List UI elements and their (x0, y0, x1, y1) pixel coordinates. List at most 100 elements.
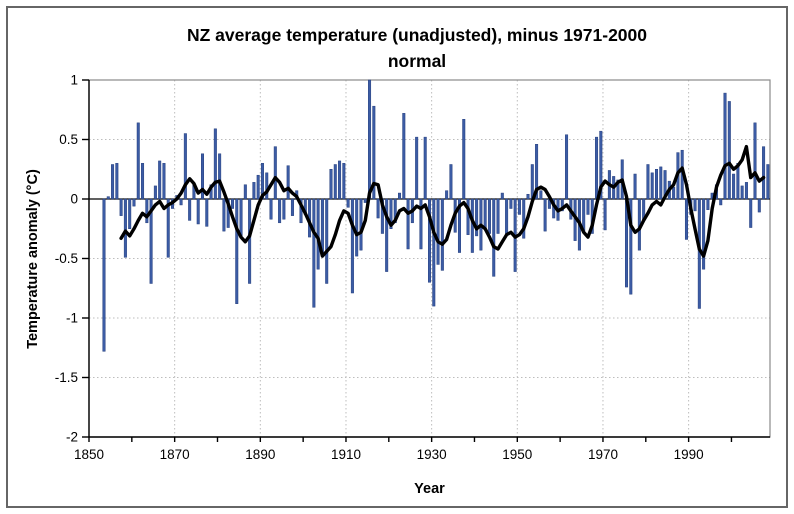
chart-title: NZ average temperature (unadjusted), min… (97, 22, 737, 74)
anomaly-bar (706, 198, 710, 210)
anomaly-bar (723, 92, 727, 200)
anomaly-bar (616, 179, 620, 200)
anomaly-bar (132, 198, 136, 207)
anomaly-bar (218, 153, 222, 200)
anomaly-bar (376, 198, 380, 219)
anomaly-bar (509, 198, 513, 209)
anomaly-bar (539, 190, 543, 200)
anomaly-bar (719, 198, 723, 206)
anomaly-bar (659, 166, 663, 200)
anomaly-bar (406, 198, 410, 250)
anomaly-bar (282, 198, 286, 220)
x-tick-label: 1950 (502, 447, 532, 462)
anomaly-bar (329, 169, 333, 200)
anomaly-bar (655, 169, 658, 200)
anomaly-bar (256, 174, 260, 200)
anomaly-bar (149, 198, 153, 284)
anomaly-bar (462, 119, 466, 200)
anomaly-bar (141, 163, 145, 200)
anomaly-bar (128, 198, 132, 229)
anomaly-bar (646, 164, 650, 200)
anomaly-bar (158, 160, 162, 200)
anomaly-bar (565, 134, 569, 200)
anomaly-bar (290, 198, 294, 216)
anomaly-bar (196, 198, 200, 225)
chart-title-line1: NZ average temperature (unadjusted), min… (186, 25, 648, 45)
anomaly-bar (475, 198, 479, 237)
anomaly-bar (629, 198, 633, 295)
anomaly-bar (325, 198, 329, 284)
anomaly-bar (350, 198, 354, 294)
anomaly-bar (145, 198, 149, 224)
anomaly-bar (136, 122, 140, 200)
anomaly-bar (278, 198, 282, 224)
anomaly-bar (205, 198, 209, 227)
anomaly-bar (740, 185, 744, 200)
anomaly-bar (243, 184, 247, 200)
y-tick-label: 1 (70, 73, 78, 88)
anomaly-bar (286, 165, 290, 200)
anomaly-bar (201, 153, 204, 200)
y-tick-label: -2 (66, 430, 78, 445)
y-tick-label: 0.5 (59, 132, 78, 147)
anomaly-bar (265, 172, 269, 200)
anomaly-bar (213, 128, 217, 200)
anomaly-bar (762, 146, 766, 200)
anomaly-bar (115, 163, 119, 200)
anomaly-bar (119, 198, 123, 216)
anomaly-bar (650, 172, 654, 200)
anomaly-bar (684, 198, 688, 240)
anomaly-bar (702, 198, 706, 270)
x-tick-label: 1850 (74, 447, 104, 462)
anomaly-bar (466, 198, 470, 235)
x-tick-label: 1910 (331, 447, 361, 462)
y-tick-label: -0.5 (55, 251, 78, 266)
anomaly-bar (123, 198, 127, 258)
anomaly-bar (248, 198, 252, 284)
anomaly-bar (389, 198, 393, 229)
anomaly-bar (398, 192, 402, 200)
anomaly-bar (599, 130, 603, 200)
anomaly-bar (766, 164, 770, 200)
x-axis-title: Year (414, 481, 445, 497)
anomaly-bar (111, 164, 115, 200)
anomaly-bar (672, 186, 676, 200)
y-tick-label: 0 (70, 192, 78, 207)
anomaly-bar (419, 198, 423, 250)
y-tick-label: -1.5 (55, 370, 78, 385)
x-tick-label: 1870 (160, 447, 190, 462)
anomaly-bar (633, 173, 637, 200)
anomaly-bar (445, 190, 449, 200)
anomaly-bar (239, 198, 243, 237)
anomaly-bar (342, 163, 346, 200)
anomaly-bar (423, 136, 427, 200)
x-tick-label: 1990 (674, 447, 704, 462)
anomaly-bar (449, 164, 453, 200)
anomaly-bar (269, 198, 273, 220)
anomaly-bar (432, 198, 436, 307)
chart-title-line2: normal (387, 51, 447, 71)
y-axis-title: Temperature anomaly (°C) (25, 169, 41, 349)
anomaly-bar (363, 198, 367, 203)
anomaly-bar (230, 198, 234, 209)
anomaly-bar (753, 122, 757, 200)
anomaly-bar (346, 198, 350, 208)
anomaly-bar (586, 198, 590, 215)
anomaly-bar (500, 192, 504, 200)
anomaly-bar (732, 173, 736, 200)
anomaly-bar (385, 198, 389, 272)
anomaly-bar (757, 198, 761, 213)
anomaly-bar (535, 144, 539, 200)
anomaly-bar (749, 198, 753, 228)
anomaly-bar (179, 198, 183, 206)
anomaly-bar (153, 185, 157, 200)
anomaly-bar (530, 164, 534, 200)
anomaly-bar (355, 198, 359, 257)
anomaly-bar (316, 198, 320, 270)
x-tick-label: 1890 (245, 447, 275, 462)
anomaly-bar (496, 198, 500, 234)
anomaly-bar (312, 198, 316, 308)
anomaly-bar (415, 136, 419, 200)
